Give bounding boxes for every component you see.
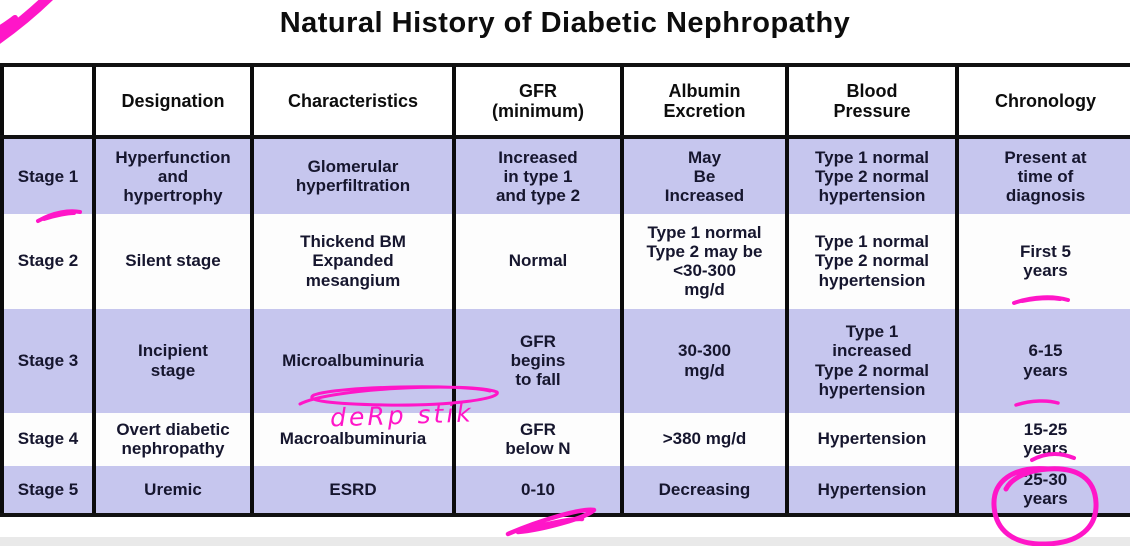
nephropathy-stages-table: Designation Characteristics GFR (minimum… (0, 63, 1130, 517)
cell-blood-pressure: Type 1 increased Type 2 normal hypertens… (785, 305, 957, 414)
cell-stage: Stage 4 (0, 412, 94, 464)
col-header-designation: Designation (92, 63, 252, 139)
cell-blood-pressure: Type 1 normal Type 2 normal hypertension (785, 135, 957, 215)
cell-gfr: GFR begins to fall (452, 305, 622, 414)
cell-stage: Stage 3 (0, 305, 94, 414)
cell-stage: Stage 5 (0, 462, 94, 517)
cell-gfr: 0-10 (452, 462, 622, 517)
col-header-characteristics: Characteristics (250, 63, 454, 139)
col-header-chronology: Chronology (955, 63, 1130, 139)
cell-chronology: First 5 years (955, 213, 1130, 307)
cell-characteristics: Macroalbuminuria (250, 412, 454, 464)
cell-characteristics: Microalbuminuria (250, 305, 454, 414)
cell-albumin: Type 1 normal Type 2 may be <30-300 mg/d (620, 213, 787, 307)
cell-designation: Overt diabetic nephropathy (92, 412, 252, 464)
table-row-stage-3: Stage 3 Incipient stage Microalbuminuria… (0, 305, 1130, 414)
cell-designation: Uremic (92, 462, 252, 517)
cell-blood-pressure: Hypertension (785, 462, 957, 517)
cell-chronology: Present at time of diagnosis (955, 135, 1130, 215)
cell-designation: Incipient stage (92, 305, 252, 414)
cell-gfr: Increased in type 1 and type 2 (452, 135, 622, 215)
table-row-stage-2: Stage 2 Silent stage Thickend BM Expande… (0, 213, 1130, 307)
col-header-gfr: GFR (minimum) (452, 63, 622, 139)
cell-characteristics: ESRD (250, 462, 454, 517)
cell-designation: Silent stage (92, 213, 252, 307)
cell-gfr: GFR below N (452, 412, 622, 464)
cell-chronology: 25-30 years (955, 462, 1130, 517)
cell-chronology: 6-15 years (955, 305, 1130, 414)
table-header-row: Designation Characteristics GFR (minimum… (0, 63, 1130, 139)
cell-chronology: 15-25 years (955, 412, 1130, 464)
cell-stage: Stage 1 (0, 135, 94, 215)
cell-blood-pressure: Type 1 normal Type 2 normal hypertension (785, 213, 957, 307)
cell-albumin: 30-300 mg/d (620, 305, 787, 414)
cell-albumin: >380 mg/d (620, 412, 787, 464)
col-header-stage (0, 63, 94, 139)
col-header-blood-pressure: Blood Pressure (785, 63, 957, 139)
cell-blood-pressure: Hypertension (785, 412, 957, 464)
cell-characteristics: Glomerular hyperfiltration (250, 135, 454, 215)
cell-designation: Hyperfunction and hypertrophy (92, 135, 252, 215)
cell-characteristics: Thickend BM Expanded mesangium (250, 213, 454, 307)
page-title: Natural History of Diabetic Nephropathy (279, 7, 851, 39)
col-header-albumin-excretion: Albumin Excretion (620, 63, 787, 139)
cell-albumin: May Be Increased (620, 135, 787, 215)
cell-gfr: Normal (452, 213, 622, 307)
bottom-gray-strip (0, 537, 1130, 546)
cell-stage: Stage 2 (0, 213, 94, 307)
table-row-stage-5: Stage 5 Uremic ESRD 0-10 Decreasing Hype… (0, 462, 1130, 517)
table-row-stage-1: Stage 1 Hyperfunction and hypertrophy Gl… (0, 135, 1130, 215)
cell-albumin: Decreasing (620, 462, 787, 517)
table-row-stage-4: Stage 4 Overt diabetic nephropathy Macro… (0, 412, 1130, 464)
